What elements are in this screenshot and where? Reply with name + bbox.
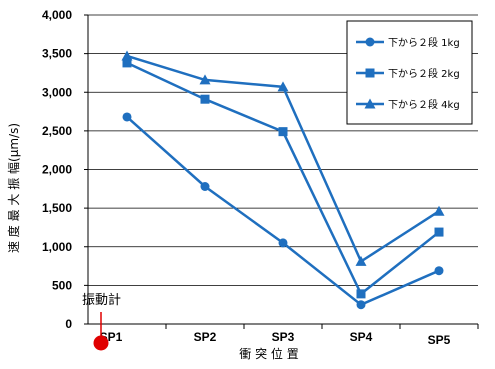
legend-label: 下から２段 4kg: [388, 98, 460, 111]
series-triangle: [121, 50, 445, 266]
data-point: [278, 238, 288, 248]
x-tick-labels: SP1 SP2 SP3 SP4 SP5: [100, 330, 451, 347]
series-square: [122, 58, 444, 299]
y-tick-labels: 0 500 1,000 1,500 2,000 2,500 3,000 3,500 4,000: [42, 8, 72, 331]
data-point: [122, 112, 132, 122]
y-axis-title: 速 度 最 大 振 幅(μm/s): [6, 123, 21, 253]
y-tick-label: 2,000: [42, 163, 72, 177]
legend-marker: [365, 68, 375, 78]
series-lines: [121, 50, 445, 310]
data-point: [434, 266, 444, 276]
axes: [84, 14, 479, 329]
data-point: [433, 205, 445, 216]
legend-label: 下から２段 1kg: [388, 36, 460, 49]
data-point: [199, 74, 211, 85]
data-point: [200, 181, 210, 191]
data-point: [355, 255, 367, 266]
data-point: [122, 58, 132, 68]
x-axis-label: 衝 突 位 置: [239, 346, 298, 361]
data-point: [434, 227, 444, 237]
legend-label: 下から２段 2kg: [388, 67, 460, 80]
y-tick-label: 2,500: [42, 124, 72, 138]
data-point: [278, 127, 288, 137]
data-point: [356, 289, 366, 299]
legend-marker: [365, 37, 375, 47]
x-tick-label: SP2: [194, 330, 217, 344]
data-point: [277, 81, 289, 92]
legend-item: 下から２段 1kg: [356, 36, 460, 49]
data-point: [356, 300, 366, 310]
legend-marker: [364, 98, 376, 109]
series-line: [126, 116, 440, 307]
y-tick-label: 1,000: [42, 240, 72, 254]
data-point: [200, 94, 210, 104]
y-axis-label: 速 度 最 大 振 幅(μm/s): [6, 123, 21, 253]
series-circle: [122, 112, 444, 310]
sensor-marker: [93, 335, 109, 351]
y-tick-label: 1,500: [42, 201, 72, 215]
legend: 下から２段 1kg 下から２段 2kg 下から２段 4kg: [346, 20, 473, 125]
y-tick-label: 0: [65, 317, 72, 331]
y-tick-label: 3,000: [42, 85, 72, 99]
x-tick-label: SP3: [272, 330, 295, 344]
data-point: [121, 50, 133, 61]
legend-item: 下から２段 4kg: [356, 98, 460, 111]
legend-item: 下から２段 2kg: [356, 67, 460, 80]
y-tick-label: 3,500: [42, 47, 72, 61]
y-tick-label: 4,000: [42, 8, 72, 22]
x-tick-label: SP5: [428, 333, 451, 347]
y-tick-label: 500: [52, 278, 72, 292]
x-tick-label: SP4: [350, 330, 373, 344]
sensor-annotation-label: 振動計: [82, 292, 121, 308]
